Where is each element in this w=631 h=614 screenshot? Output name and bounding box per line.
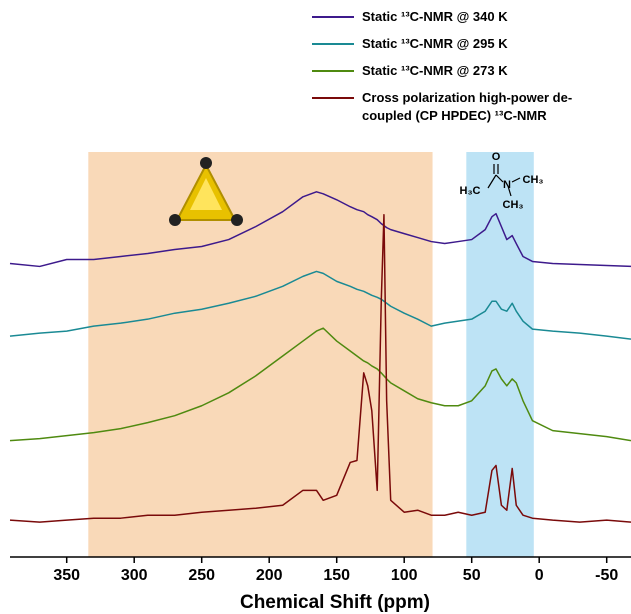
- legend-swatch: [312, 43, 354, 45]
- spectrum-line: [9, 327, 631, 442]
- molecule-label: N: [503, 179, 511, 191]
- x-tick-label: 300: [121, 567, 148, 584]
- x-tick-label: 350: [53, 567, 80, 584]
- x-tick-label: 100: [391, 567, 418, 584]
- legend-label: Static ¹³C-NMR @ 295 K: [362, 36, 508, 51]
- x-tick-label: 250: [188, 567, 215, 584]
- cluster-icon: [169, 157, 243, 226]
- legend-label: Static ¹³C-NMR @ 273 K: [362, 63, 508, 78]
- molecule-label: CH₃: [523, 174, 544, 186]
- x-axis-label: Chemical Shift (ppm): [240, 592, 430, 613]
- x-tick-label: -50: [595, 567, 618, 584]
- legend-entry: Static ¹³C-NMR @ 273 K: [312, 62, 627, 80]
- molecule-label: O: [492, 151, 501, 163]
- x-tick-label: 200: [256, 567, 283, 584]
- legend-swatch: [312, 16, 354, 18]
- highlight-region: [466, 152, 534, 557]
- legend-label: Cross polarization high-power de-coupled…: [362, 90, 573, 123]
- spectrum-line: [9, 270, 631, 340]
- x-tick-label: 150: [323, 567, 350, 584]
- molecule: [487, 164, 521, 197]
- legend-label: Static ¹³C-NMR @ 340 K: [362, 9, 508, 24]
- legend-swatch: [312, 70, 354, 72]
- spectrum-line: [9, 191, 631, 268]
- x-tick-label: 0: [535, 567, 544, 584]
- molecule-label: H₃C: [460, 185, 481, 197]
- legend-swatch: [312, 97, 354, 99]
- legend-entry: Static ¹³C-NMR @ 340 K: [312, 8, 627, 26]
- legend-entry: Cross polarization high-power de-coupled…: [312, 89, 627, 125]
- legend-entry: Static ¹³C-NMR @ 295 K: [312, 35, 627, 53]
- molecule-label: CH₃: [503, 199, 524, 211]
- spectrum-line: [9, 213, 631, 523]
- highlight-region: [88, 152, 433, 557]
- x-tick-label: 50: [463, 567, 481, 584]
- legend: Static ¹³C-NMR @ 340 K Static ¹³C-NMR @ 2…: [312, 8, 627, 134]
